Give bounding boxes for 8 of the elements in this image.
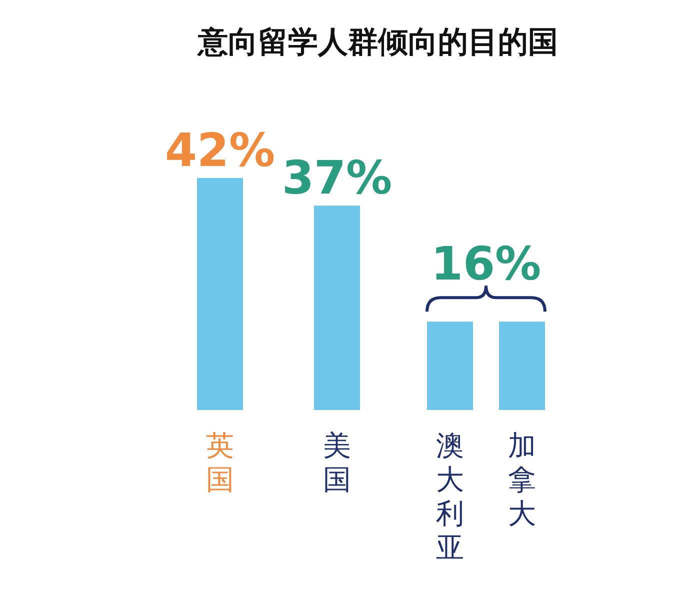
x-tick-label: 加拿大 xyxy=(508,429,536,530)
x-tick-label: 英国 xyxy=(206,429,234,496)
data-label: 16% xyxy=(430,236,542,291)
chart-title: 意向留学人群倾向的目的国 xyxy=(196,25,558,60)
data-label: 42% xyxy=(164,123,276,177)
x-tick-label: 澳大利亚 xyxy=(436,429,464,564)
data-label: 37% xyxy=(282,150,392,205)
x-tick-label: 美国 xyxy=(323,429,351,496)
